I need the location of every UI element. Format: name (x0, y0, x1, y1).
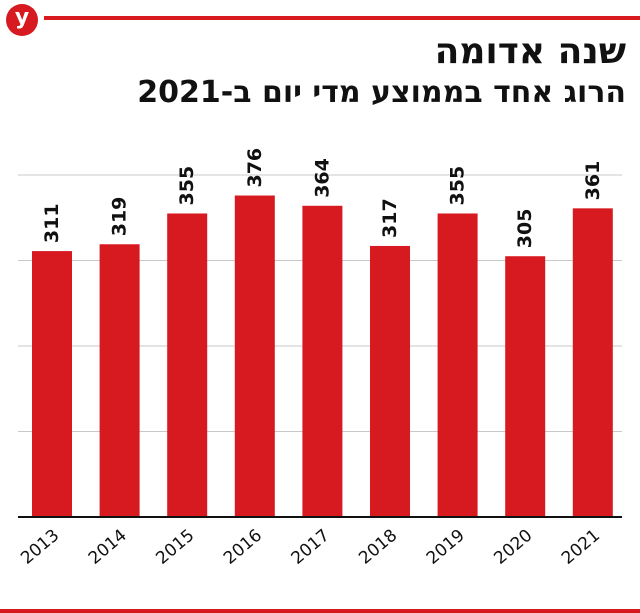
data-label: 361 (582, 161, 604, 201)
bar (572, 208, 613, 517)
chart-subtitle: הרוג אחד בממוצע מדי יום ב-2021 (137, 75, 626, 110)
x-tick-label: 2020 (490, 526, 536, 569)
data-label: 364 (311, 158, 333, 198)
data-label: 355 (176, 166, 198, 206)
data-label: 376 (244, 148, 266, 188)
bar (167, 213, 208, 517)
bar (302, 205, 343, 517)
data-label: 319 (109, 197, 131, 237)
logo-icon: y (6, 4, 38, 36)
x-tick-label: 2014 (85, 526, 131, 569)
chart-title: שנה אדומה (434, 31, 626, 72)
bottom-rule (0, 609, 640, 613)
x-tick-label: 2013 (17, 526, 63, 569)
bar (370, 245, 410, 517)
x-tick-label: 2021 (558, 526, 604, 569)
data-label: 311 (41, 203, 63, 243)
x-tick-label: 2017 (288, 526, 334, 569)
bar (234, 195, 275, 517)
x-tick-label: 2018 (355, 526, 401, 569)
x-tick-label: 2015 (152, 526, 198, 569)
data-label: 305 (514, 209, 536, 249)
bar (32, 251, 72, 517)
bar (437, 213, 478, 517)
data-label: 355 (447, 166, 469, 206)
bar (99, 244, 140, 517)
data-label: 317 (379, 198, 401, 238)
top-rule (44, 16, 640, 20)
x-tick-label: 2016 (220, 526, 266, 569)
bar (505, 256, 546, 517)
x-tick-label: 2019 (423, 526, 469, 569)
